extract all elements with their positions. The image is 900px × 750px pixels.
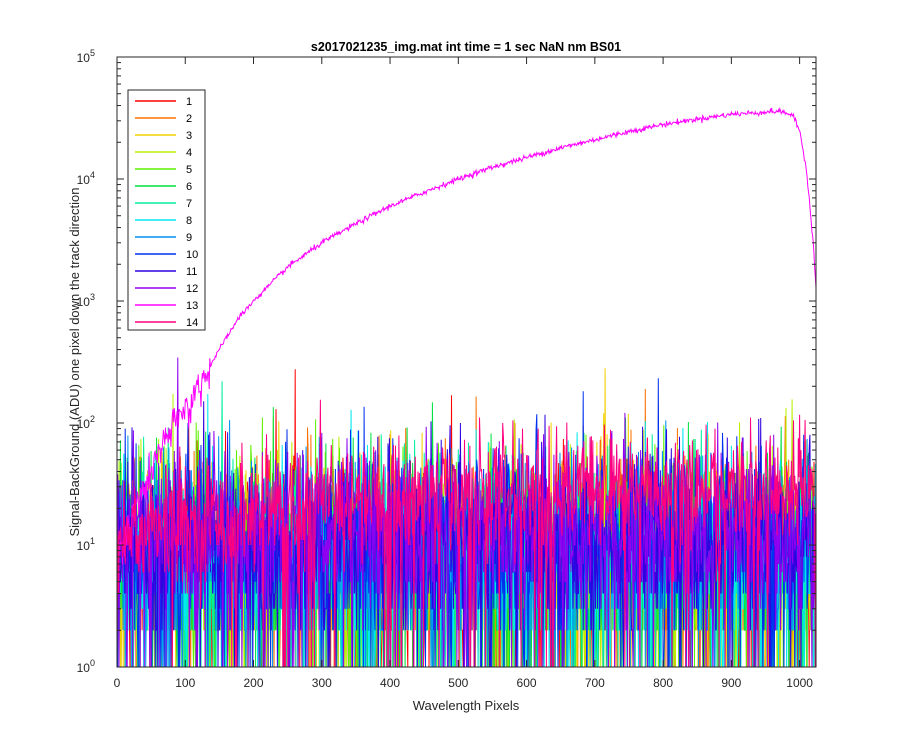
y-tick-label: 101 [77,536,95,553]
x-tick-label: 400 [380,676,400,690]
legend-entry-10: 10 [135,249,198,261]
legend-label: 10 [186,249,198,261]
legend-label: 6 [186,181,192,193]
legend-entry-14: 14 [135,317,198,329]
x-tick-label: 800 [653,676,673,690]
series-line-14 [117,399,816,667]
x-tick-label: 1000 [786,676,813,690]
legend-entry-11: 11 [135,266,197,278]
x-tick-label: 900 [721,676,741,690]
series-layer [117,106,816,667]
legend-label: 14 [186,317,198,329]
legend-label: 4 [186,147,192,159]
legend-entry-5: 5 [135,164,192,176]
plot-area-frame [116,56,817,668]
legend-box [127,89,206,331]
legend-label: 2 [186,113,192,125]
series-line-11 [117,401,816,667]
x-tick-label: 200 [244,676,264,690]
y-tick-label: 104 [77,170,95,187]
x-axis-ticks: 0 100 200 300 400 500 600 700 800 900 1000 [114,57,813,690]
y-tick-label: 105 [77,48,95,65]
legend-label: 12 [186,283,198,295]
legend-entry-9: 9 [135,232,192,244]
legend-label: 1 [186,96,192,108]
x-axis-label: Wavelength Pixels [413,698,520,713]
y-tick-label: 100 [77,658,95,675]
legend-label: 11 [186,266,197,278]
x-tick-label: 100 [175,676,195,690]
y-tick-label: 103 [77,292,95,309]
legend-entry-3: 3 [135,130,192,142]
legend-entry-1: 1 [135,96,192,108]
chart-title: s2017021235_img.mat int time = 1 sec NaN… [311,40,621,54]
legend-label: 13 [186,300,198,312]
legend-entry-12: 12 [135,283,198,295]
x-tick-label: 700 [585,676,605,690]
x-tick-label: 300 [312,676,332,690]
series-line-12 [117,357,816,667]
legend-entry-2: 2 [135,113,192,125]
x-tick-label: 500 [448,676,468,690]
x-tick-label: 600 [517,676,537,690]
legend-entry-6: 6 [135,181,192,193]
y-tick-label: 102 [77,414,95,431]
legend-label: 5 [186,164,192,176]
legend-entry-7: 7 [135,198,192,210]
legend-label: 3 [186,130,192,142]
series-line-13 [117,106,816,565]
legend-label: 9 [186,232,192,244]
x-tick-label: 0 [114,676,121,690]
y-axis-label: Signal-BackGround (ADU) one pixel down t… [67,187,82,536]
legend-label: 8 [186,215,192,227]
legend-entry-8: 8 [135,215,192,227]
legend-entry-4: 4 [135,147,192,159]
legend-entry-13: 13 [135,300,198,312]
legend-label: 7 [186,198,192,210]
